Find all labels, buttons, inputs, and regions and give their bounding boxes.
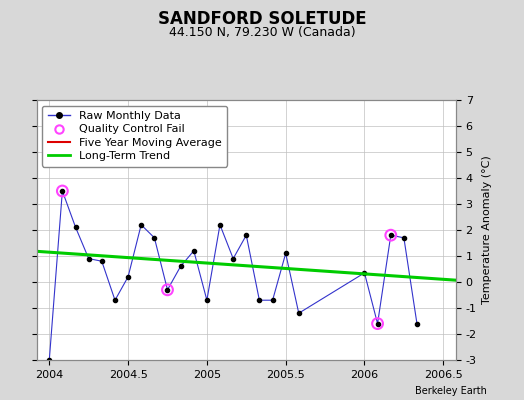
Text: Berkeley Earth: Berkeley Earth xyxy=(416,386,487,396)
Legend: Raw Monthly Data, Quality Control Fail, Five Year Moving Average, Long-Term Tren: Raw Monthly Data, Quality Control Fail, … xyxy=(42,106,227,167)
Text: SANDFORD SOLETUDE: SANDFORD SOLETUDE xyxy=(158,10,366,28)
Point xyxy=(163,286,172,293)
Y-axis label: Temperature Anomaly (°C): Temperature Anomaly (°C) xyxy=(482,156,492,304)
Text: 44.150 N, 79.230 W (Canada): 44.150 N, 79.230 W (Canada) xyxy=(169,26,355,39)
Point xyxy=(58,188,67,194)
Point xyxy=(374,320,382,327)
Point xyxy=(387,232,395,238)
